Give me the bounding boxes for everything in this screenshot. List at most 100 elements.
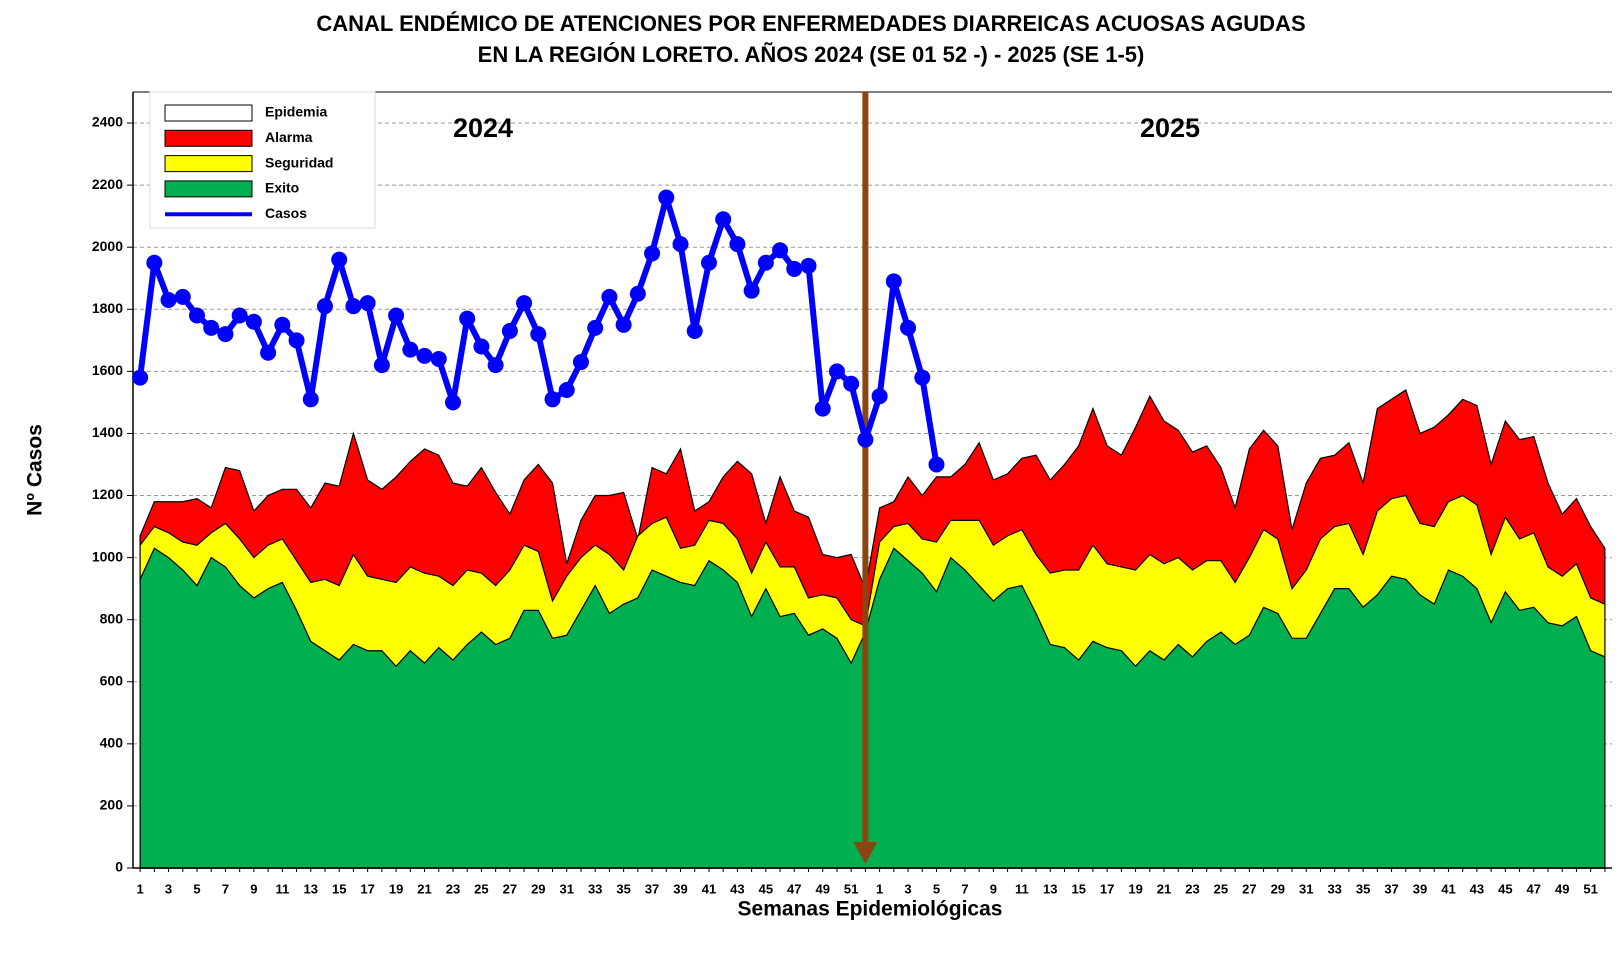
point [331,251,348,268]
point [416,347,433,364]
point [516,295,533,312]
point [473,338,490,355]
point [402,341,419,358]
x-tick-label: 37 [645,881,659,896]
point [345,298,362,315]
y-tick-label: 2000 [92,238,123,254]
point [203,319,220,336]
x-tick-label: 41 [1441,881,1455,896]
x-tick-label: 37 [1384,881,1398,896]
point [459,310,476,327]
x-tick-label: 15 [332,881,346,896]
point [672,236,689,253]
x-tick-label: 25 [474,881,488,896]
x-tick-label: 45 [759,881,773,896]
point [885,273,902,290]
chart-subtitle: EN LA REGIÓN LORETO. AÑOS 2024 (SE 01 52… [478,42,1145,67]
chart-title: CANAL ENDÉMICO DE ATENCIONES POR ENFERME… [316,11,1305,36]
y-tick-label: 2400 [92,114,123,130]
legend: Epidemia Alarma Seguridad Exito Casos [149,91,376,229]
point [715,211,732,228]
x-tick-label: 31 [1299,881,1313,896]
x-tick-label: 39 [1413,881,1427,896]
x-tick-label: 51 [844,881,858,896]
point [316,298,333,315]
point [658,189,675,206]
x-tick-label: 27 [503,881,517,896]
x-tick-label: 1 [876,881,883,896]
point [231,307,248,324]
point [260,344,277,361]
x-tick-label: 25 [1214,881,1228,896]
x-tick-label: 45 [1498,881,1512,896]
point [871,388,888,405]
x-tick-label: 43 [1470,881,1484,896]
point [544,391,561,408]
x-tick-label: 9 [990,881,997,896]
legend-label: Alarma [265,129,313,145]
point [245,313,262,330]
point [146,254,163,271]
point [274,316,291,333]
y-tick-label: 400 [100,735,124,751]
y-tick-label: 1800 [92,300,123,316]
x-tick-label: 49 [1555,881,1569,896]
x-tick-label: 17 [1100,881,1114,896]
year-divider-head [853,842,878,864]
annotation: 2024 [453,113,513,143]
point [772,242,789,259]
x-tick-label: 27 [1242,881,1256,896]
legend-label: Exito [265,180,299,196]
point [601,288,618,305]
x-tick-label: 39 [673,881,687,896]
x-tick-label: 43 [730,881,744,896]
point [160,291,177,308]
x-tick-label: 3 [165,881,172,896]
y-tick-label: 600 [100,672,124,688]
x-tick-label: 15 [1071,881,1085,896]
point [302,391,319,408]
y-tick-label: 0 [115,859,123,875]
point [629,285,646,302]
point [501,323,518,340]
point [430,350,447,367]
point [132,369,149,386]
point [928,456,945,473]
legend-swatch [164,104,253,122]
x-tick-label: 19 [1128,881,1142,896]
point [587,319,604,336]
annotation: 2025 [1140,113,1200,143]
point [174,288,191,305]
x-tick-label: 23 [1185,881,1199,896]
x-tick-label: 47 [787,881,801,896]
x-tick-label: 33 [588,881,602,896]
x-tick-label: 7 [961,881,968,896]
point [373,357,390,374]
point [644,245,661,262]
y-axis-label: Nº Casos [24,424,47,516]
point [900,319,917,336]
point [857,431,874,448]
x-tick-label: 51 [1583,881,1597,896]
point [786,260,803,277]
y-tick-label: 1400 [92,424,123,440]
point [572,354,589,371]
point [615,316,632,333]
point [359,295,376,312]
point [729,236,746,253]
x-tick-label: 3 [904,881,911,896]
x-tick-label: 7 [222,881,229,896]
x-tick-label: 29 [1271,881,1285,896]
legend-swatch [164,155,253,173]
point [444,394,461,411]
x-tick-label: 41 [702,881,716,896]
x-tick-label: 5 [933,881,940,896]
legend-swatch [164,180,253,198]
legend-swatch [164,129,253,147]
x-tick-label: 49 [815,881,829,896]
point [388,307,405,324]
x-tick-label: 35 [616,881,630,896]
x-tick-label: 1 [136,881,143,896]
legend-label: Epidemia [265,104,327,120]
